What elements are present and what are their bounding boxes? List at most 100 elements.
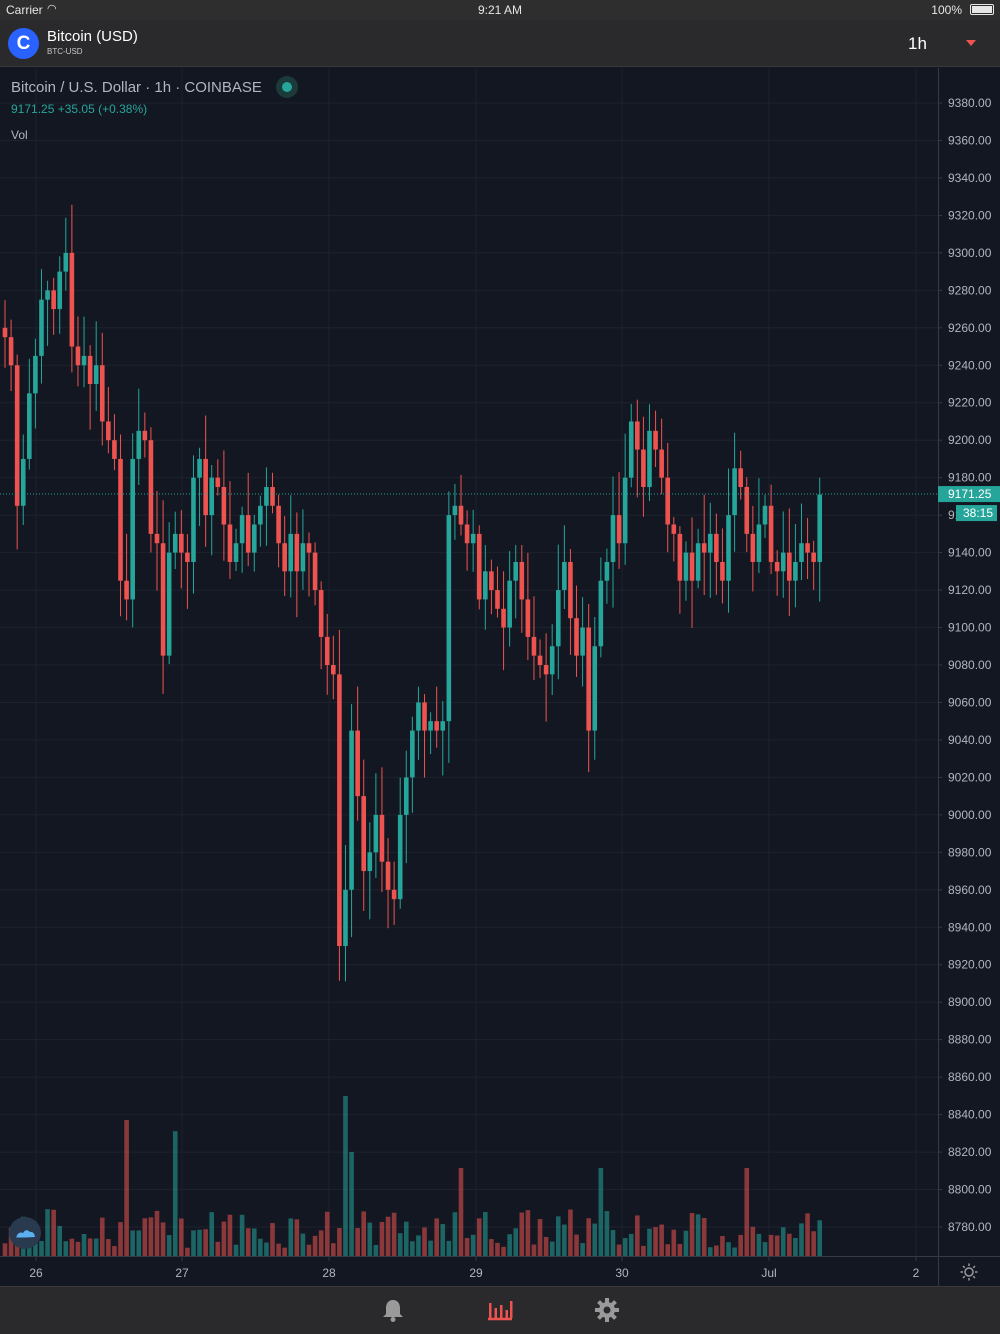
candle (379, 767, 385, 893)
volume-bar (264, 1242, 269, 1256)
candle (507, 551, 512, 647)
volume-bar (276, 1243, 281, 1256)
price-tick-label: 8840.00 (948, 1108, 992, 1122)
candle (203, 415, 208, 547)
candle (282, 516, 287, 596)
volume-bar (63, 1241, 69, 1256)
volume-bar (300, 1233, 306, 1256)
interval-selector[interactable]: 1h (908, 34, 927, 53)
wifi-icon: ◠ (47, 3, 57, 15)
volume-bar (33, 1241, 38, 1256)
price-tick-label: 9340.00 (948, 171, 992, 185)
candle (446, 491, 452, 763)
candle (677, 526, 683, 614)
status-time: 9:21 AM (477, 3, 523, 17)
volume-bar (227, 1214, 233, 1256)
candle (707, 502, 713, 598)
volume-bar (732, 1247, 737, 1256)
volume-legend: Vol (11, 128, 28, 142)
volume-bar (75, 1241, 81, 1256)
volume-bar (671, 1229, 677, 1256)
volume-bar (154, 1210, 160, 1256)
candle (81, 316, 87, 388)
candle (27, 358, 32, 470)
volume-bar (574, 1234, 579, 1256)
price-tick-label: 8900.00 (948, 995, 992, 1009)
candle (69, 204, 75, 373)
candle (148, 427, 154, 553)
volume-bar (714, 1245, 719, 1256)
time-tick-label: Jul (761, 1266, 776, 1280)
candle (312, 542, 318, 606)
volume-bar (513, 1228, 519, 1256)
bell-icon[interactable] (380, 1297, 408, 1325)
volume-bar (349, 1152, 354, 1256)
sun-icon (960, 1263, 978, 1281)
volume-bar (385, 1216, 391, 1256)
candle (817, 477, 823, 602)
candle (689, 517, 695, 628)
price-tick-label: 9180.00 (948, 471, 992, 485)
price-tick-label: 9220.00 (948, 396, 992, 410)
volume-bar (124, 1120, 129, 1256)
candle (99, 332, 105, 446)
candle (495, 566, 500, 618)
price-tick-label: 9240.00 (948, 358, 992, 372)
volume-bar (337, 1228, 342, 1256)
candle (51, 277, 56, 335)
volume-bar (787, 1233, 792, 1256)
interval-dropdown-icon[interactable] (966, 40, 976, 46)
volume-bar (221, 1221, 227, 1256)
chart-legend[interactable]: Bitcoin / U.S. Dollar · 1h · COINBASE (11, 76, 298, 99)
volume-bar (166, 1235, 172, 1256)
volume-bar (750, 1226, 756, 1256)
status-bar: Carrier ◠ 9:21 AM 100% (0, 0, 1000, 20)
volume-bar (191, 1230, 196, 1256)
price-tick-label: 9060.00 (948, 695, 992, 709)
price-tick-label: 9300.00 (948, 246, 992, 260)
candle (756, 478, 762, 574)
candle (324, 613, 330, 695)
volume-bar (179, 1218, 184, 1256)
volume-bar (160, 1222, 166, 1256)
candle (780, 511, 786, 598)
candle (440, 701, 446, 776)
volume-bar (762, 1242, 768, 1256)
countdown-label: 38:15 (963, 506, 993, 520)
candle (768, 484, 774, 575)
coin-logo-icon[interactable]: C (8, 28, 39, 59)
volume-bar (689, 1213, 695, 1256)
candle (744, 477, 750, 552)
volume-bar (458, 1168, 464, 1256)
volume-bar (81, 1233, 87, 1256)
volume-bar (118, 1222, 123, 1256)
candle (671, 517, 677, 562)
candle (14, 354, 20, 550)
volume-bar (641, 1245, 646, 1256)
cloud-icon[interactable] (9, 1217, 41, 1249)
price-chart[interactable]: 9380.00 9360.00 9340.00 9320.00 9300.00 9280.… (0, 68, 1000, 1286)
candle (580, 597, 585, 687)
bar-chart-icon[interactable] (486, 1297, 514, 1325)
candle (39, 269, 44, 384)
volume-bar (87, 1238, 93, 1256)
candle (501, 571, 506, 671)
candle (221, 450, 227, 561)
volume-bar (726, 1242, 731, 1256)
candle (774, 550, 780, 596)
candle (458, 474, 464, 536)
carrier-label: Carrier (6, 3, 43, 17)
price-tick-label: 8800.00 (948, 1183, 992, 1197)
candle (233, 528, 239, 572)
candle (331, 635, 336, 700)
volume-bar (592, 1223, 598, 1256)
candle (87, 345, 93, 430)
candle (361, 759, 367, 912)
volume-bar (549, 1241, 555, 1256)
candle (543, 633, 549, 722)
candle (647, 404, 652, 501)
gear-icon[interactable] (594, 1297, 622, 1325)
symbol-title[interactable]: Bitcoin (USD) (47, 28, 138, 45)
volume-bar (817, 1220, 823, 1256)
volume-bar (440, 1224, 446, 1256)
